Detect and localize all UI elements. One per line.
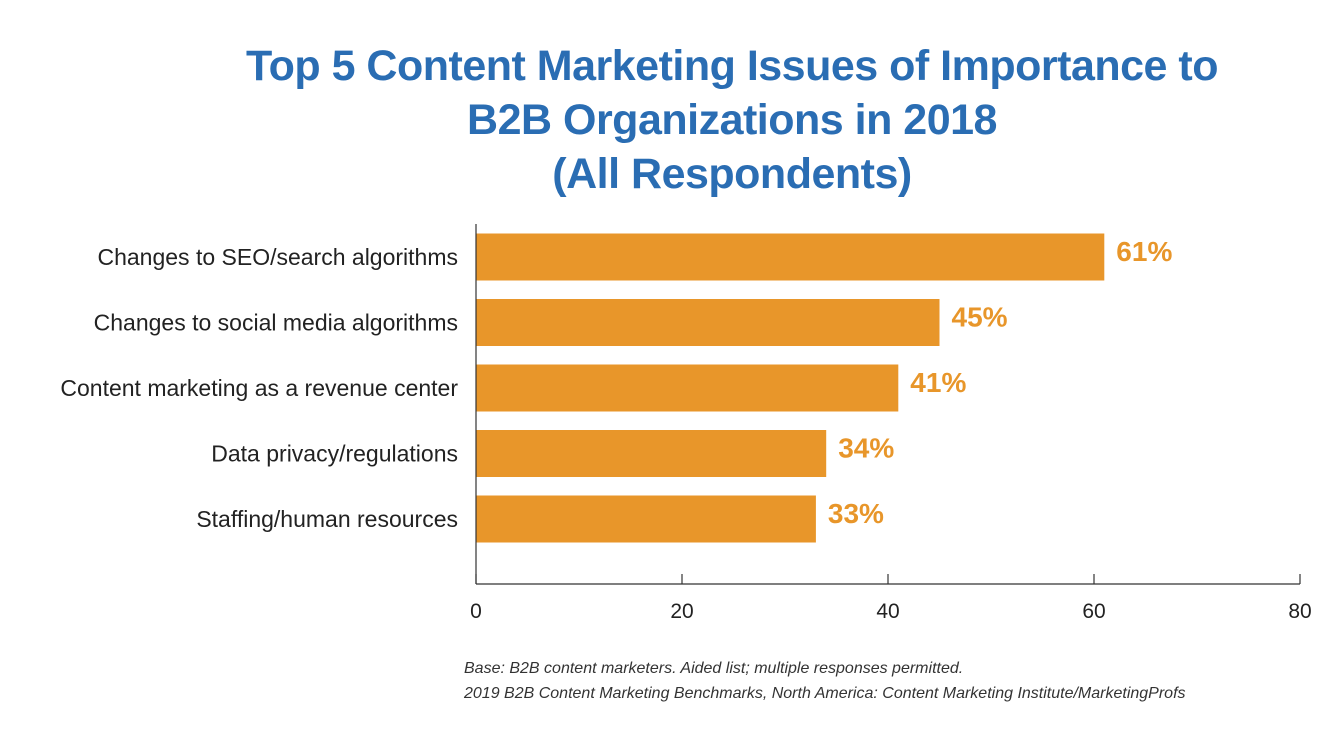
source-note: 2019 B2B Content Marketing Benchmarks, N… [463, 685, 1186, 702]
category-label-4: Data privacy/regulations [211, 441, 458, 467]
category-label-1: Changes to SEO/search algorithms [97, 244, 458, 270]
bar-4 [476, 430, 827, 477]
bar-2 [476, 299, 940, 346]
x-tick-label-40: 40 [876, 600, 899, 623]
x-tick-label-20: 20 [670, 600, 693, 623]
bar-5 [476, 495, 816, 543]
data-label-1: 61% [1116, 236, 1172, 267]
chart-title: Top 5 Content Marketing Issues of Import… [246, 42, 1218, 198]
x-tick-label-0: 0 [470, 600, 482, 623]
category-label-2: Changes to social media algorithms [94, 310, 458, 336]
chart-title-line-1: Top 5 Content Marketing Issues of Import… [246, 42, 1218, 90]
data-label-2: 45% [952, 302, 1008, 333]
category-label-5: Staffing/human resources [196, 506, 458, 532]
data-label-5: 33% [828, 498, 884, 529]
x-tick-label-60: 60 [1082, 600, 1105, 623]
bar-3 [476, 364, 899, 412]
category-label-3: Content marketing as a revenue center [60, 375, 458, 401]
plot-area: Changes to SEO/search algorithms 61% Chang… [60, 233, 1312, 623]
x-tick-label-80: 80 [1288, 600, 1311, 623]
data-label-4: 34% [838, 433, 894, 464]
bar-1 [476, 233, 1105, 281]
chart-title-line-3: (All Respondents) [552, 150, 911, 198]
chart-title-line-2: B2B Organizations in 2018 [467, 96, 997, 144]
chart-notes: Base: B2B content marketers. Aided list;… [463, 660, 1186, 702]
data-label-3: 41% [910, 367, 966, 398]
base-note: Base: B2B content marketers. Aided list;… [464, 660, 963, 677]
